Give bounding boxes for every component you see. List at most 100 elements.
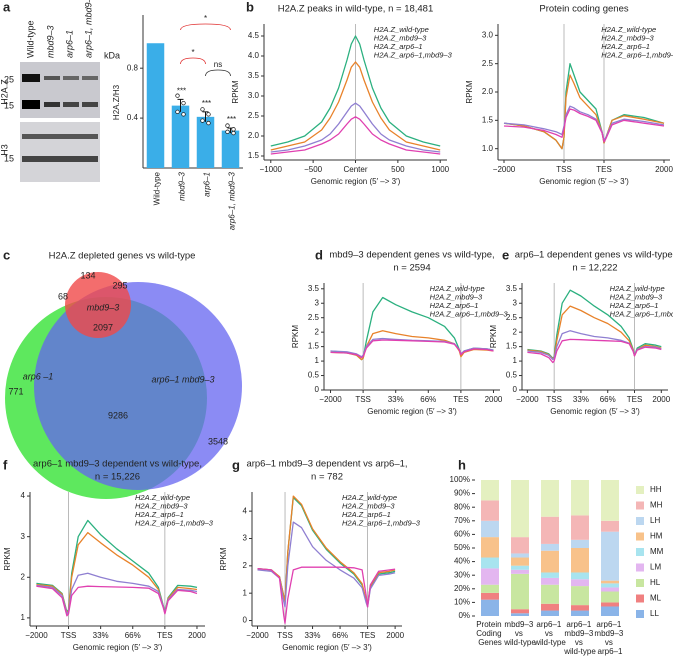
series-line xyxy=(330,339,494,359)
legend-label: H2A.Z_wild-type xyxy=(135,493,190,502)
bar-segment xyxy=(571,515,589,540)
bar xyxy=(196,116,215,168)
chart-title: Protein coding genes xyxy=(539,4,629,15)
set-circle xyxy=(65,272,131,338)
blot-band xyxy=(22,156,98,162)
y-tick-label: 2.5 xyxy=(248,111,260,120)
bar-segment xyxy=(541,584,559,604)
legend-label: H2A.Z_arp6–1,mbd9–3 xyxy=(374,50,453,59)
bar-segment xyxy=(601,480,619,521)
data-point xyxy=(181,112,186,117)
y-tick-label: 2.5 xyxy=(308,313,320,322)
blot-band xyxy=(44,102,60,107)
x-tick-label: arp6–1, mbd9–3 xyxy=(228,171,237,230)
bracket xyxy=(205,69,231,77)
bar-segment xyxy=(481,599,499,616)
x-tick-label: 33% xyxy=(388,395,404,404)
x-tick-label: TES xyxy=(596,165,612,174)
bar-segment xyxy=(601,580,619,584)
y-tick-label: 2.5 xyxy=(506,313,518,322)
legend-label: HH xyxy=(650,485,662,494)
y-tick-label: 1 xyxy=(513,356,518,365)
lane-label: arp6–1, mbd9–3 xyxy=(83,0,93,58)
y-tick-label: 4 xyxy=(243,506,248,515)
region-count: 295 xyxy=(112,280,127,290)
x-tick-label: −1000 xyxy=(260,165,283,174)
legend-label: H2A.Z_arp6–1,mbd9–3 xyxy=(135,518,214,527)
x-tick-label: 1000 xyxy=(431,165,449,174)
x-tick-label: 2000 xyxy=(652,395,670,404)
y-tick-label: 80% xyxy=(454,502,470,511)
significance: *** xyxy=(177,86,186,95)
y-tick-label: 1 xyxy=(21,613,26,622)
series-line xyxy=(36,531,198,614)
x-tick-label: TES xyxy=(157,631,173,640)
y-tick-label: 1.5 xyxy=(248,151,260,160)
legend-swatch xyxy=(636,486,644,494)
bar-segment xyxy=(571,572,589,580)
bar-segment xyxy=(541,577,559,585)
legend-swatch xyxy=(636,594,644,603)
blot-band xyxy=(63,76,79,80)
bar-segment xyxy=(481,584,499,593)
y-tick-label: 3.5 xyxy=(308,284,320,293)
bar-segment xyxy=(511,609,529,614)
x-axis-label: Genomic region (5′ –> 3′) xyxy=(367,407,457,416)
series-line xyxy=(257,521,396,608)
bracket-label: ns xyxy=(214,60,222,69)
legend-label: H2A.Z_mbd9–3 xyxy=(430,292,483,301)
bar-segment xyxy=(511,613,529,616)
y-axis-label: RPKM xyxy=(231,80,240,103)
legend-swatch xyxy=(636,517,644,525)
panel-label: d xyxy=(315,247,323,262)
x-tick-label: arp6–1 mbd9–3 vs arp6–1 xyxy=(594,620,625,656)
x-tick-label: 66% xyxy=(600,395,616,404)
x-tick-label: −500 xyxy=(304,165,323,174)
legend-label: H2A.Z_wild-type xyxy=(342,493,397,502)
y-axis-label: RPKM xyxy=(3,547,12,570)
data-point xyxy=(175,109,180,115)
x-tick-label: −2000 xyxy=(25,631,48,640)
y-tick-label: 30% xyxy=(454,570,470,579)
legend-swatch xyxy=(636,579,644,587)
chart-title: n = 2594 xyxy=(393,263,430,274)
chart-title: mbd9–3 dependent genes vs wild-type, xyxy=(329,250,494,261)
series-line xyxy=(503,108,665,143)
series-line xyxy=(36,585,198,617)
lane-label: arp6–1 xyxy=(64,30,74,58)
legend-label: H2A.Z_arp6–1,mbd9–3 xyxy=(430,309,509,318)
series-line xyxy=(36,519,198,613)
bar-segment xyxy=(541,603,559,611)
series-line xyxy=(270,61,441,151)
legend-label: H2A.Z_arp6–1,mbd9–3 xyxy=(342,518,421,527)
x-tick-label: 2000 xyxy=(655,165,673,174)
set-label: arp6–1 mbd9–3 xyxy=(151,374,214,384)
unit-label: kDa xyxy=(104,50,120,60)
legend-label: H2A.Z_mbd9–3 xyxy=(135,501,188,510)
blot-band xyxy=(82,76,98,80)
panel-label: h xyxy=(458,457,466,472)
x-tick-label: arp6–1 vs wild-type xyxy=(533,620,566,647)
y-tick-label: 0.5 xyxy=(308,371,320,380)
blot-band xyxy=(44,76,60,80)
panel-label: c xyxy=(3,247,10,262)
y-tick-label: 2.0 xyxy=(482,87,494,96)
bar-segment xyxy=(571,548,589,573)
legend-label: H2A.Z_arp6–1,mbd9–3 xyxy=(601,50,673,59)
legend-label: H2A.Z_arp6–1 xyxy=(610,301,659,310)
bar-segment xyxy=(571,605,589,611)
bar-segment xyxy=(541,572,559,578)
legend-label: H2A.Z_wild-type xyxy=(374,25,429,34)
y-tick-label: 0 xyxy=(513,385,518,394)
legend-label: H2A.Z_mbd9–3 xyxy=(601,33,654,42)
bar-segment xyxy=(511,569,529,574)
bar-segment xyxy=(601,587,619,592)
bar-segment xyxy=(481,500,499,521)
bar-segment xyxy=(541,543,559,551)
x-tick-label: 500 xyxy=(391,165,405,174)
x-tick-label: 2000 xyxy=(386,631,404,640)
data-point xyxy=(231,127,236,132)
chart-title: arp6–1 mbd9–3 dependent vs wild-type, xyxy=(33,459,202,470)
y-tick-label: 2 xyxy=(315,327,320,336)
